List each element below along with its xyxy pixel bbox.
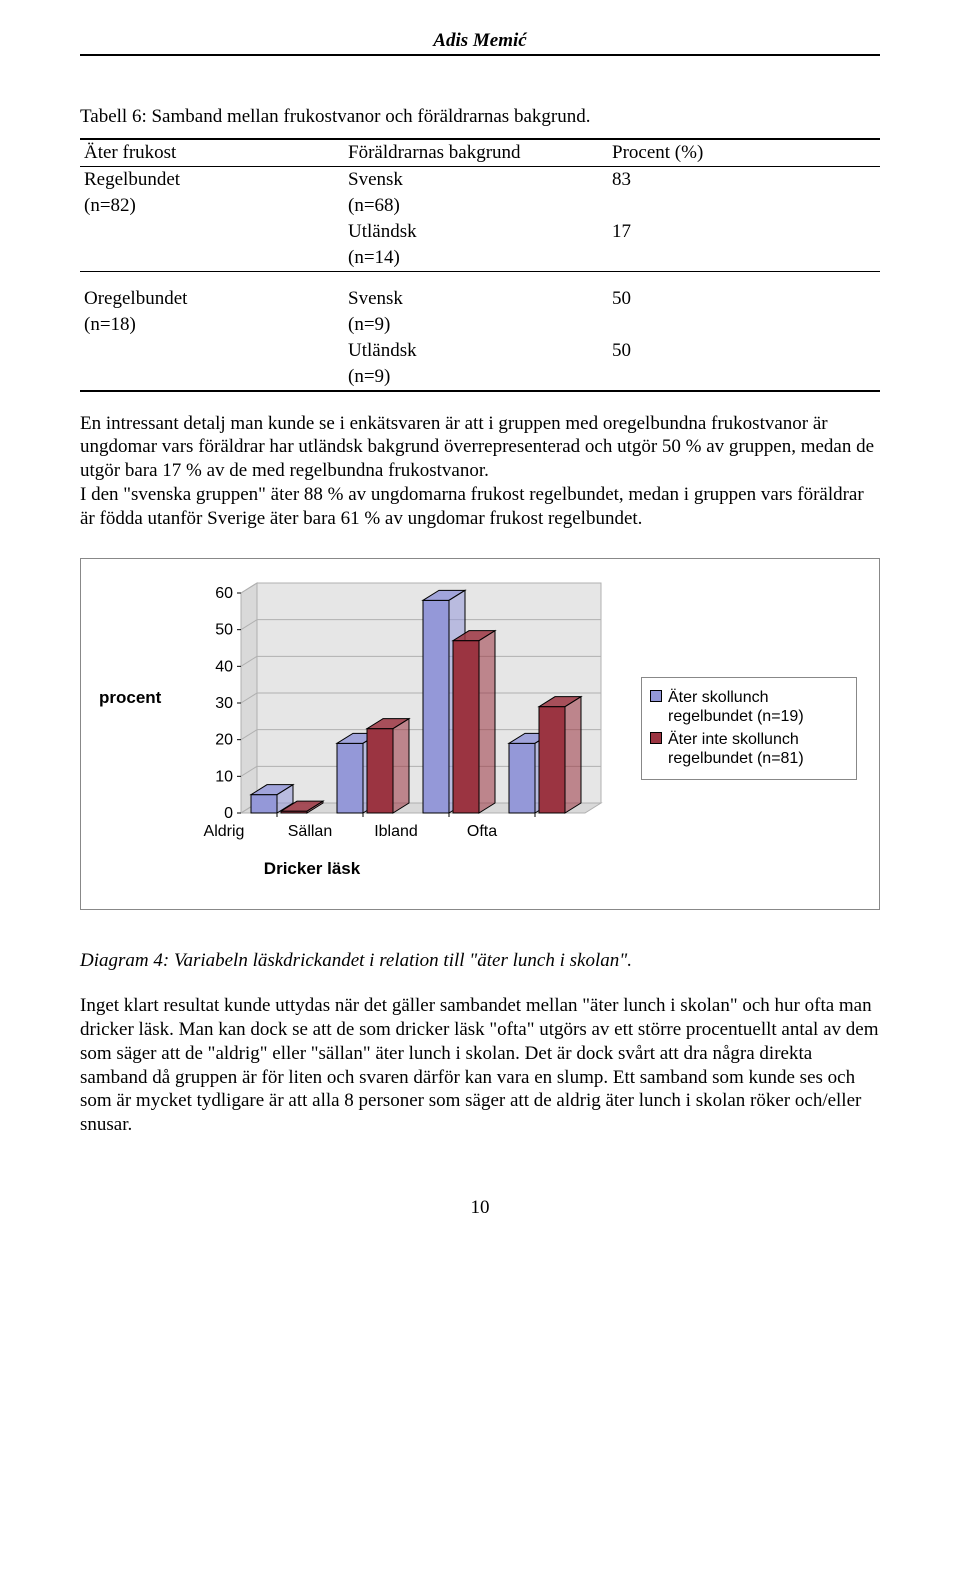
table-row: Utländsk 17	[80, 219, 880, 245]
svg-text:10: 10	[215, 769, 233, 786]
table-head-col3: Procent (%)	[612, 142, 703, 163]
svg-text:20: 20	[215, 732, 233, 749]
cell: (n=9)	[348, 314, 390, 335]
paragraph-block-2: Inget klart resultat kunde uttydas när d…	[80, 994, 880, 1137]
cell: Oregelbundet	[84, 288, 187, 309]
cell: (n=18)	[84, 314, 136, 335]
chart-x-labels: AldrigSällanIblandOfta	[99, 823, 621, 841]
paragraph-block-1: En intressant detalj man kunde se i enkä…	[80, 412, 880, 531]
cell: Utländsk	[348, 340, 417, 361]
legend-item: Äter inte skollunch regelbundet (n=81)	[650, 730, 848, 768]
table-row: (n=9)	[80, 364, 880, 391]
bar-chart-svg: 0 10 20 30 40 50 60	[159, 577, 621, 819]
svg-text:0: 0	[224, 805, 233, 819]
legend-label: Äter inte skollunch regelbundet (n=81)	[668, 730, 848, 768]
cell: Svensk	[348, 288, 403, 309]
page-number: 10	[80, 1197, 880, 1219]
table-head-col2: Föräldrarnas bakgrund	[348, 142, 521, 163]
table-row: (n=14)	[80, 245, 880, 272]
svg-text:40: 40	[215, 659, 233, 676]
diagram-caption: Diagram 4: Variabeln läskdrickandet i re…	[80, 950, 880, 972]
paragraph: Inget klart resultat kunde uttydas när d…	[80, 995, 878, 1135]
table-row: Regelbundet Svensk 83	[80, 167, 880, 194]
cell: 83	[612, 169, 631, 190]
cell: 50	[612, 340, 631, 361]
svg-text:30: 30	[215, 695, 233, 712]
cell: Regelbundet	[84, 169, 180, 190]
chart-xaxis-title: Dricker läsk	[99, 859, 443, 879]
cell: 50	[612, 288, 631, 309]
page-header-author: Adis Memić	[80, 30, 880, 56]
table-row: (n=82) (n=68)	[80, 193, 880, 219]
cell: Svensk	[348, 169, 403, 190]
cell: 17	[612, 221, 631, 242]
table-header-row: Äter frukost Föräldrarnas bakgrund Proce…	[80, 139, 880, 167]
svg-text:50: 50	[215, 622, 233, 639]
cell: Utländsk	[348, 221, 417, 242]
chart-container: procent 0 10 20 30 40 50 60 AldrigSällanIblandO…	[80, 558, 880, 910]
legend-label: Äter skollunch regelbundet (n=19)	[668, 688, 848, 726]
cell: (n=9)	[348, 366, 390, 387]
table-spacer-row	[80, 272, 880, 286]
paragraph: En intressant detalj man kunde se i enkä…	[80, 413, 874, 482]
legend-swatch-icon	[650, 690, 662, 702]
legend-item: Äter skollunch regelbundet (n=19)	[650, 688, 848, 726]
chart-ylabel: procent	[99, 688, 159, 708]
table-row: Utländsk 50	[80, 338, 880, 364]
table-row: Oregelbundet Svensk 50	[80, 286, 880, 312]
document-page: Adis Memić Tabell 6: Samband mellan fruk…	[0, 0, 960, 1259]
table-row: (n=18) (n=9)	[80, 312, 880, 338]
table-head-col1: Äter frukost	[84, 142, 176, 163]
chart-legend: Äter skollunch regelbundet (n=19) Äter i…	[641, 677, 857, 780]
cell: (n=14)	[348, 247, 400, 268]
cell: (n=68)	[348, 195, 400, 216]
table-6: Äter frukost Föräldrarnas bakgrund Proce…	[80, 138, 880, 392]
svg-text:60: 60	[215, 585, 233, 602]
legend-swatch-icon	[650, 732, 662, 744]
table-caption: Tabell 6: Samband mellan frukostvanor oc…	[80, 106, 880, 128]
paragraph: I den "svenska gruppen" äter 88 % av ung…	[80, 484, 864, 529]
cell: (n=82)	[84, 195, 136, 216]
